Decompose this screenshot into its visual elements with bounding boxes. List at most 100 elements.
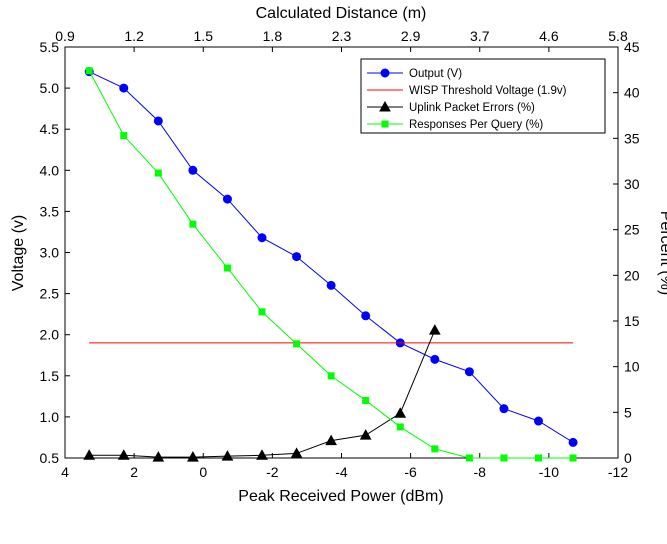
responses-per-query-point — [465, 454, 473, 462]
top-axis: 0.9 1.2 1.5 1.8 2.3 2.9 3.7 4.6 5.8 — [55, 28, 628, 44]
responses-per-query-point — [431, 445, 439, 453]
uplink-packet-errors-point — [290, 447, 303, 458]
legend-marker — [379, 100, 391, 112]
left-axis: 0.5 1.0 1.5 2.0 2.5 3.0 3.5 4.0 4.5 5.0 5.5 — [40, 39, 70, 466]
legend: Output (V) WISP Threshold Voltage (1.9v) U… — [360, 58, 606, 134]
y-axis-left-title: Voltage (v) — [10, 215, 27, 291]
output-point — [534, 416, 544, 426]
legend-item-uplink-packet-errors: Uplink Packet Errors (%) — [367, 100, 535, 114]
responses-per-query-point — [189, 220, 197, 228]
legend-marker — [380, 68, 390, 78]
y-right-tick-label: 30 — [624, 176, 640, 192]
top-tick-label: 1.2 — [124, 28, 144, 44]
y-axis-right-title: Percent (%) — [657, 211, 667, 295]
x-tick-label: 2 — [130, 464, 138, 480]
top-tick-label: 3.7 — [470, 28, 490, 44]
top-tick-label: 1.5 — [194, 28, 214, 44]
x-tick-label: -2 — [266, 464, 279, 480]
responses-per-query-point — [362, 396, 370, 404]
y-right-tick-label: 15 — [624, 313, 640, 329]
output-point — [430, 354, 440, 364]
right-axis: 0 5 10 15 20 25 30 35 40 45 — [613, 39, 640, 466]
output-point — [222, 194, 232, 204]
uplink-packet-errors-point — [117, 449, 130, 460]
legend-item-wisp-threshold: WISP Threshold Voltage (1.9v) — [367, 85, 567, 97]
output-point — [119, 83, 129, 93]
x-axis-title: Peak Received Power (dBm) — [238, 488, 443, 505]
x-tick-label: -4 — [335, 464, 348, 480]
y-left-tick-label: 1.0 — [40, 409, 60, 425]
output-point — [361, 311, 371, 321]
responses-per-query-point — [223, 264, 231, 272]
x-tick-label: 4 — [61, 464, 69, 480]
legend-box — [360, 58, 606, 134]
top-tick-label: 2.3 — [332, 28, 352, 44]
y-right-tick-label: 5 — [624, 404, 632, 420]
legend-label: Responses Per Query (%) — [409, 119, 543, 131]
y-right-tick-label: 20 — [624, 267, 640, 283]
output-point — [153, 116, 163, 126]
top-tick-label: 2.9 — [401, 28, 421, 44]
y-right-tick-label: 45 — [624, 39, 640, 55]
responses-per-query-point — [258, 308, 266, 316]
uplink-packet-errors-point — [187, 451, 199, 462]
uplink-packet-errors-point — [325, 434, 337, 446]
top-axis-title: Calculated Distance (m) — [256, 5, 427, 22]
x-tick-label: -10 — [539, 464, 559, 480]
uplink-packet-errors-point — [83, 449, 96, 460]
top-tick-label: 1.8 — [263, 28, 283, 44]
y-right-tick-label: 0 — [624, 450, 632, 466]
output-point — [188, 165, 198, 175]
uplink-packet-errors-point — [152, 451, 165, 462]
top-tick-label: 5.8 — [608, 28, 628, 44]
uplink-packet-errors-point — [394, 407, 407, 418]
legend-marker — [381, 120, 389, 128]
responses-per-query-point — [293, 340, 301, 348]
x-tick-label: -6 — [404, 464, 417, 480]
y-left-tick-label: 0.5 — [40, 450, 60, 466]
output-point — [464, 367, 474, 377]
y-right-tick-label: 35 — [624, 130, 640, 146]
uplink-packet-errors-point — [428, 324, 441, 335]
uplink-packet-errors-point — [221, 450, 234, 461]
y-left-tick-label: 5.5 — [40, 39, 60, 55]
responses-per-query-point — [500, 454, 508, 462]
y-left-tick-label: 3.0 — [40, 245, 60, 261]
legend-label: Uplink Packet Errors (%) — [409, 102, 535, 114]
responses-per-query-point — [569, 454, 577, 462]
top-tick-label: 0.9 — [55, 28, 75, 44]
responses-per-query-point — [535, 454, 543, 462]
responses-per-query-point — [154, 169, 162, 177]
y-left-tick-label: 4.5 — [40, 121, 60, 137]
uplink-packet-errors-point — [256, 449, 268, 460]
responses-per-query-point — [396, 423, 404, 431]
series-layer — [83, 67, 578, 462]
x-tick-label: -8 — [474, 464, 487, 480]
y-left-tick-label: 2.5 — [40, 286, 60, 302]
bottom-axis: 4 2 0 -2 -4 -6 -8 -10 -12 — [61, 47, 628, 480]
legend-item-output: Output (V) — [367, 68, 462, 80]
legend-item-responses-per-query: Responses Per Query (%) — [367, 119, 543, 131]
responses-per-query-point — [327, 372, 335, 380]
y-left-tick-label: 1.5 — [40, 368, 60, 384]
x-tick-label: 0 — [199, 464, 207, 480]
x-tick-label: -12 — [608, 464, 628, 480]
output-point — [568, 437, 578, 447]
legend-label: WISP Threshold Voltage (1.9v) — [409, 85, 567, 97]
y-left-tick-label: 5.0 — [40, 80, 60, 96]
output-point — [326, 280, 336, 290]
y-left-tick-label: 4.0 — [40, 162, 60, 178]
series-responses-per-query — [85, 67, 577, 462]
y-right-tick-label: 40 — [624, 85, 640, 101]
output-point — [257, 233, 267, 243]
responses-per-query-point — [85, 67, 93, 75]
uplink-packet-errors-point — [359, 429, 372, 440]
output-point — [292, 252, 302, 262]
legend-label: Output (V) — [409, 68, 462, 80]
output-point — [499, 404, 509, 414]
top-tick-label: 4.6 — [539, 28, 559, 44]
y-right-tick-label: 10 — [624, 359, 640, 375]
y-left-tick-label: 2.0 — [40, 327, 60, 343]
y-left-tick-label: 3.5 — [40, 203, 60, 219]
